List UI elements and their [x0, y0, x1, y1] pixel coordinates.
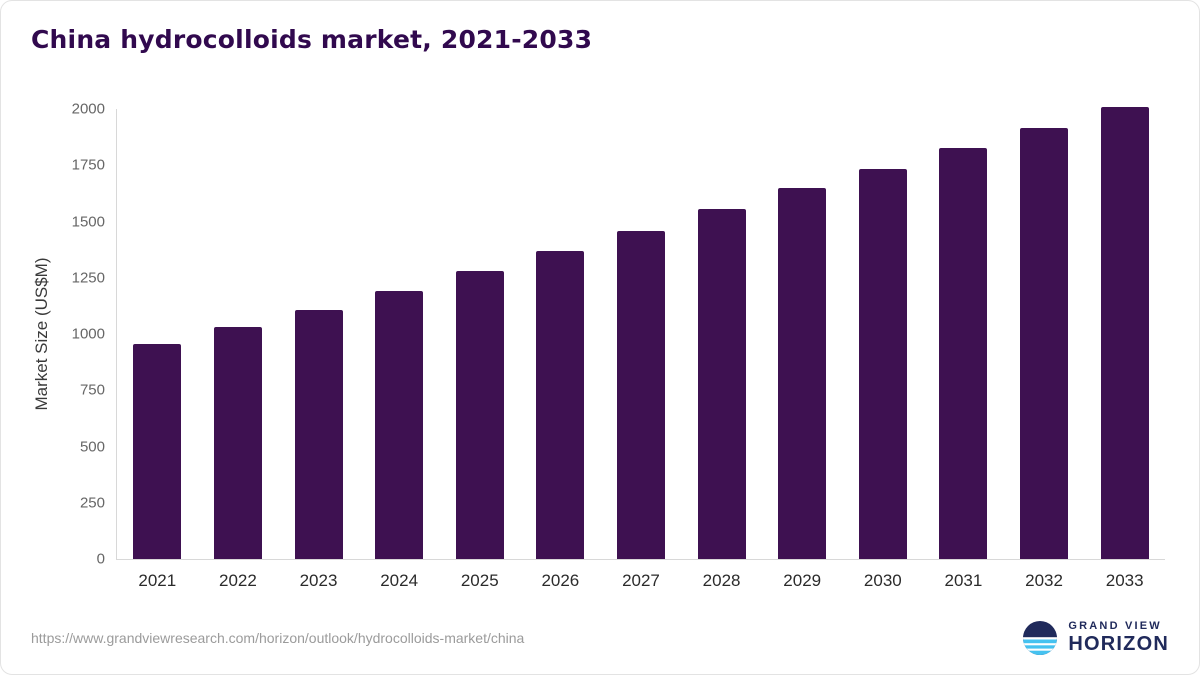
y-axis-label: Market Size (US$M): [32, 257, 51, 411]
bar-slot: 2025: [439, 109, 520, 590]
bar-slot: 2022: [198, 109, 279, 590]
bar-2029[interactable]: [778, 188, 827, 559]
brand-name-top: GRAND VIEW: [1068, 620, 1162, 633]
x-tick-label: 2027: [622, 571, 660, 590]
bar-2021[interactable]: [133, 344, 182, 559]
y-tick-label: 500: [79, 438, 105, 455]
bar-slot: 2021: [117, 109, 198, 590]
bar-slot: 2029: [762, 109, 843, 590]
x-tick-label: 2031: [944, 571, 983, 590]
bar-2027[interactable]: [616, 230, 665, 559]
bar-2028[interactable]: [697, 209, 746, 559]
plot-area: 0 250 500 750 1000 1250 1500 1750 2000 2021 2022 2…: [72, 102, 1165, 590]
y-tick-label: 2000: [71, 100, 105, 118]
bar-slot: 2031: [923, 109, 1004, 590]
x-tick-label: 2021: [138, 571, 177, 590]
x-tick-label: 2022: [218, 571, 257, 590]
chart-title: China hydrocolloids market, 2021-2033: [31, 25, 593, 54]
bar-2026[interactable]: [536, 250, 585, 559]
x-tick-label: 2028: [702, 571, 741, 590]
y-tick-label: 1500: [71, 213, 105, 230]
bar-2030[interactable]: [858, 168, 907, 559]
bar-slot: 2033: [1084, 107, 1165, 590]
bar-slot: 2030: [843, 109, 924, 590]
bar-2032[interactable]: [1020, 128, 1069, 559]
y-tick-label: 1000: [71, 325, 105, 343]
x-tick-label: 2033: [1105, 571, 1144, 590]
x-tick-label: 2024: [380, 571, 419, 590]
brand-name-bottom: HORIZON: [1068, 632, 1169, 655]
bar-2022[interactable]: [213, 327, 262, 559]
bar-2024[interactable]: [375, 291, 424, 559]
brand-text: GRAND VIEW HORIZON: [1068, 620, 1169, 656]
y-tick-label: 1750: [71, 156, 105, 174]
x-tick-label: 2025: [460, 571, 499, 590]
y-tick-label: 250: [79, 494, 105, 512]
bar-2031[interactable]: [939, 148, 988, 559]
x-tick-label: 2026: [541, 571, 580, 590]
bar-slot: 2028: [681, 109, 762, 590]
x-tick-label: 2030: [863, 571, 902, 590]
bar-2025[interactable]: [455, 271, 504, 559]
bar-slot: 2023: [278, 109, 359, 590]
y-tick-label: 1250: [71, 269, 105, 287]
bar-slot: 2026: [520, 109, 601, 590]
bar-2023[interactable]: [294, 310, 343, 559]
bar-slot: 2032: [1004, 109, 1085, 590]
brand-logo: GRAND VIEW HORIZON: [1022, 620, 1169, 656]
horizon-logo-icon: [1022, 620, 1058, 656]
y-tick-label: 0: [96, 550, 105, 568]
y-tick-label: 750: [79, 381, 105, 399]
bar-2033[interactable]: [1100, 107, 1149, 559]
bar-slot: 2027: [601, 109, 682, 590]
x-tick-label: 2023: [299, 571, 338, 590]
source-url: https://www.grandviewresearch.com/horizo…: [31, 630, 525, 646]
x-tick-label: 2032: [1025, 571, 1063, 590]
bars-row: 2021 2022 2023 2024 2025 2026 2027 2028 2029 2030…: [117, 107, 1165, 590]
bar-slot: 2024: [359, 109, 440, 590]
x-tick-label: 2029: [783, 571, 822, 590]
